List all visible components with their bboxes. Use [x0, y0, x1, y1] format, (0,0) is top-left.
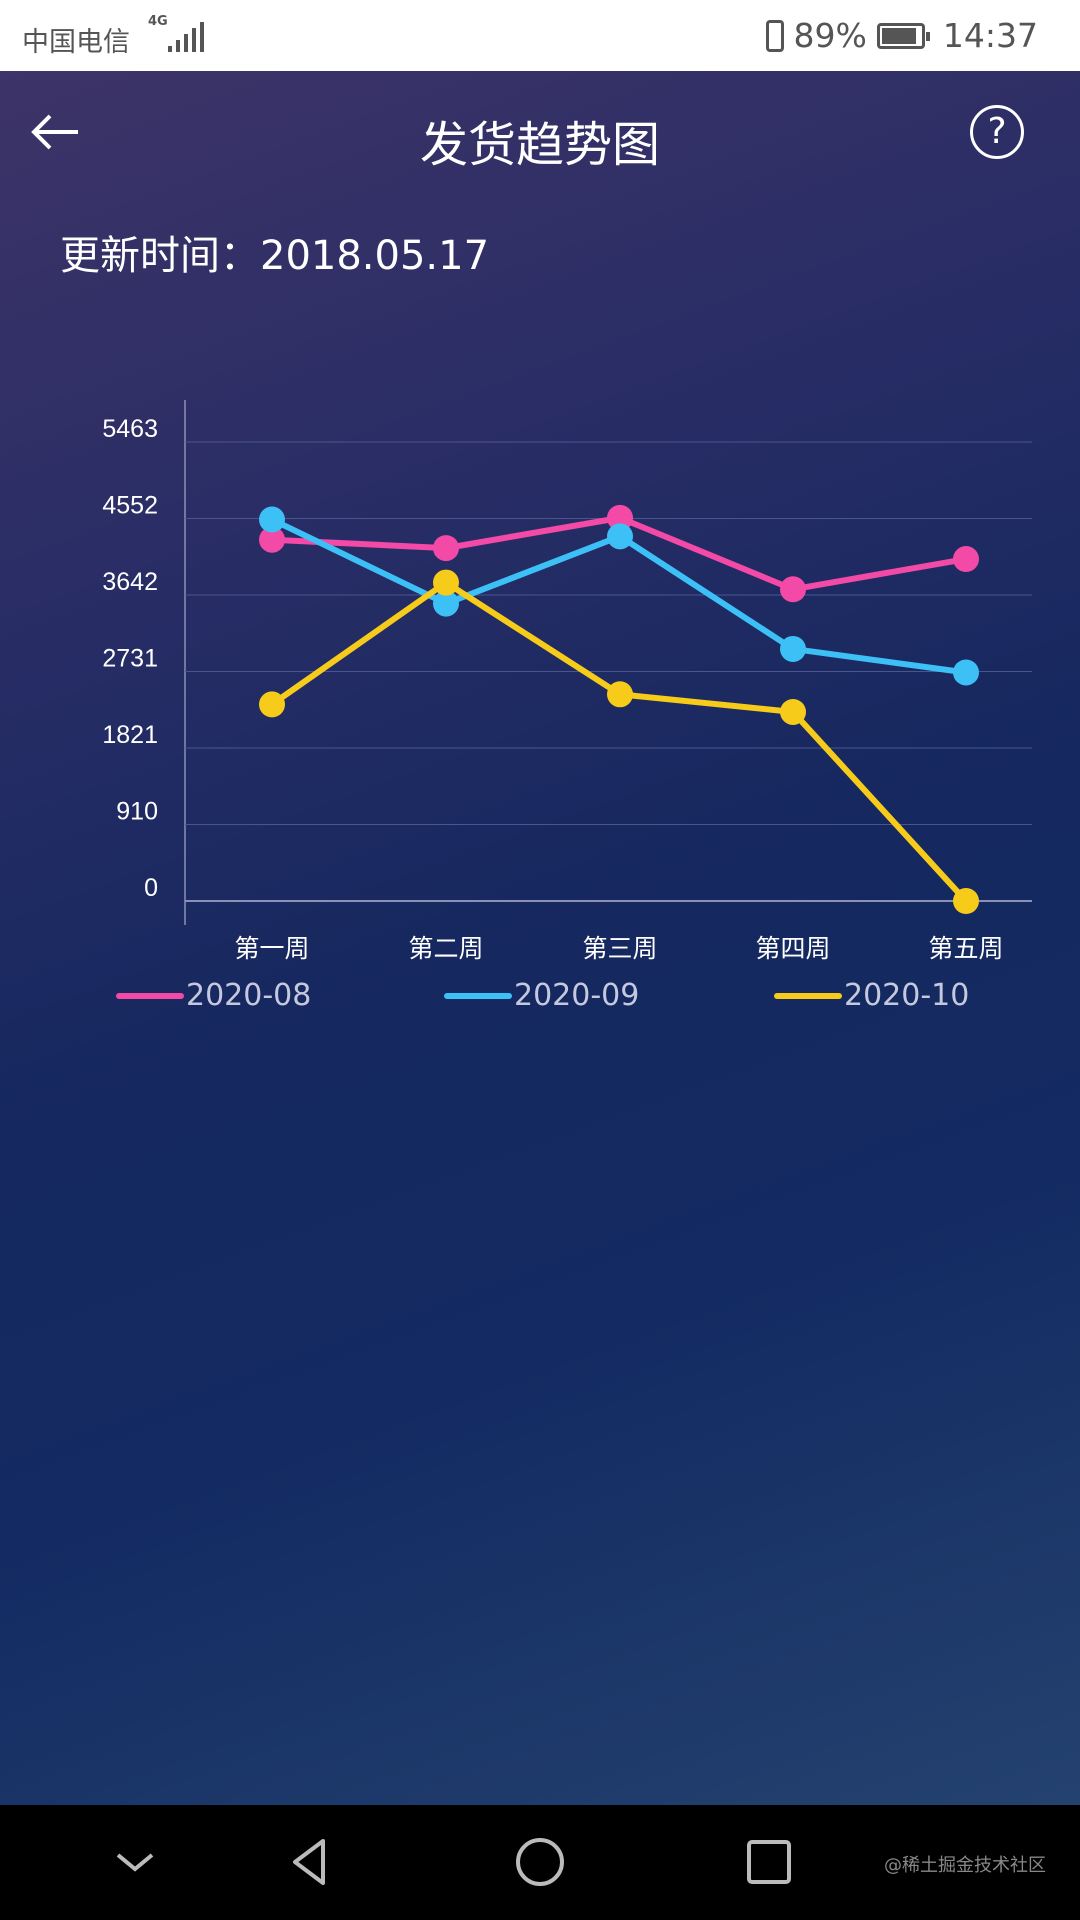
data-point [780, 576, 806, 603]
x-tick-label: 第四周 [755, 934, 830, 963]
legend-item-2020-10[interactable]: 2020-10 [774, 978, 969, 1013]
recents-square-icon[interactable] [742, 1835, 796, 1889]
chart-legend: 2020-08 2020-09 2020-10 [0, 978, 1080, 1018]
data-point [433, 535, 459, 562]
battery-icon [876, 22, 930, 49]
legend-item-2020-09[interactable]: 2020-09 [444, 978, 639, 1013]
page-title: 发货趋势图 [419, 117, 660, 173]
legend-item-2020-08[interactable]: 2020-08 [116, 978, 311, 1013]
x-tick-label: 第五周 [928, 934, 1003, 963]
data-point [259, 526, 285, 553]
data-point [607, 504, 633, 531]
chevron-down-icon[interactable] [108, 1835, 162, 1889]
line-chart: 0 910 1821 2731 3642 4552 5463 第一周 第二周 第三周 第四周 第五周 [102, 400, 1032, 963]
status-bar: 中国电信 4G 89% 14:37 [0, 0, 1080, 71]
question-circle-icon[interactable]: ? [970, 105, 1024, 159]
y-tick-label: 1821 [102, 721, 158, 749]
data-point [433, 590, 459, 617]
data-point [953, 659, 979, 686]
watermark: @稀土掘金技术社区 [884, 1855, 1046, 1876]
y-tick-label: 4552 [102, 492, 158, 520]
data-point [780, 698, 806, 725]
vibrate-icon [765, 19, 784, 52]
legend-line [116, 992, 184, 999]
app-screen: 发货趋势图 ? 更新时间：2018.05.17 [0, 71, 1080, 1805]
x-tick-label: 第一周 [234, 934, 309, 963]
legend-label: 2020-09 [514, 978, 640, 1013]
carrier-label: 中国电信 [22, 27, 130, 58]
data-point [607, 523, 633, 550]
data-point [259, 506, 285, 533]
series-line-2020-10 [270, 579, 969, 904]
home-circle-icon[interactable] [513, 1835, 567, 1889]
data-point [259, 691, 285, 718]
battery-percent: 89% [793, 16, 867, 55]
legend-label: 2020-10 [844, 978, 970, 1013]
navigation-bar: @稀土掘金技术社区 [0, 1805, 1080, 1920]
x-tick-label: 第三周 [582, 934, 657, 963]
clock: 14:37 [942, 16, 1038, 55]
network-type: 4G [148, 14, 168, 29]
data-point [607, 681, 633, 708]
data-point [433, 569, 459, 596]
y-tick-label: 2731 [102, 645, 158, 673]
data-point [780, 635, 806, 662]
signal-icon [168, 22, 204, 52]
data-point [953, 546, 979, 573]
y-tick-label: 910 [116, 798, 158, 826]
back-triangle-icon[interactable] [283, 1835, 337, 1889]
update-time: 更新时间：2018.05.17 [60, 233, 490, 279]
legend-line [774, 992, 842, 999]
x-tick-label: 第二周 [408, 934, 483, 963]
arrow-left-icon[interactable] [30, 111, 90, 161]
legend-line [444, 992, 512, 999]
y-tick-label: 0 [144, 874, 158, 902]
y-tick-label: 5463 [102, 415, 158, 443]
legend-label: 2020-08 [186, 978, 312, 1013]
y-tick-label: 3642 [102, 568, 158, 596]
data-point [953, 888, 979, 914]
